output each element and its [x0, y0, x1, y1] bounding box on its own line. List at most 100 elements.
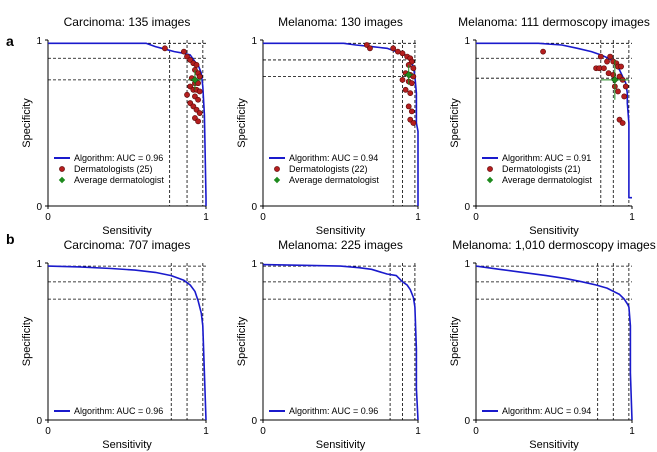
legend-dermatologist-label: Dermatologists (21) — [502, 164, 581, 174]
legend-average-swatch — [273, 176, 281, 184]
x-tick-label: 0 — [260, 426, 266, 437]
chart-title: Carcinoma: 135 images — [64, 15, 191, 29]
legend-average-swatch — [486, 176, 494, 184]
dermatologist-point — [193, 62, 200, 68]
dermatologist-point — [410, 65, 417, 72]
x-tick-label: 1 — [415, 426, 421, 437]
dermatologist-point — [540, 48, 546, 55]
panel-label-a: a — [6, 33, 14, 49]
dermatologist-point — [195, 80, 201, 87]
x-tick-label: 1 — [629, 212, 635, 223]
dermatologist-point — [196, 73, 203, 80]
y-axis-label: Specificity — [21, 316, 33, 366]
y-axis-label: Specificity — [236, 98, 248, 148]
legend-dermatologist-label: Dermatologists (25) — [74, 164, 153, 174]
x-tick-label: 0 — [45, 212, 51, 223]
legend-algorithm-label: Algorithm: AUC = 0.96 — [74, 153, 163, 163]
dermatologist-point — [405, 103, 412, 110]
y-tick-label: 1 — [464, 36, 470, 47]
dermatologist-point — [399, 76, 406, 83]
dermatologist-point — [622, 83, 629, 90]
y-tick-label: 1 — [251, 36, 257, 47]
legend-dermatologist-swatch — [487, 166, 493, 172]
roc-panel: Carcinoma: 707 images 1 00 1 Sensitivity Spec… — [21, 238, 209, 451]
y-tick-label: 0 — [36, 202, 42, 213]
panel-label-b: b — [6, 231, 15, 247]
average-dermatologist-point — [404, 71, 413, 79]
x-axis-label: Sensitivity — [102, 225, 152, 237]
x-axis-label: Sensitivity — [316, 439, 366, 451]
dermatologist-point — [618, 63, 624, 70]
x-axis-label: Sensitivity — [529, 225, 579, 237]
x-tick-label: 0 — [473, 212, 479, 223]
y-axis-label: Specificity — [449, 98, 461, 148]
chart-title: Melanoma: 225 images — [278, 238, 403, 252]
dermatologist-point — [402, 86, 409, 93]
x-tick-label: 1 — [203, 426, 209, 437]
legend-dermatologist-swatch — [59, 166, 65, 172]
y-tick-label: 1 — [464, 259, 470, 270]
algorithm-roc-line — [262, 263, 419, 421]
dermatologist-point — [604, 58, 610, 65]
dermatologist-point — [399, 50, 406, 57]
dermatologist-point — [162, 45, 168, 52]
y-tick-label: 0 — [464, 202, 470, 213]
chart-title: Melanoma: 1,010 dermoscopy images — [452, 238, 655, 252]
y-tick-label: 0 — [36, 416, 42, 427]
algorithm-roc-line — [475, 265, 633, 421]
dermatologist-point — [180, 48, 187, 55]
y-tick-label: 1 — [251, 259, 257, 270]
x-tick-label: 0 — [45, 426, 51, 437]
roc-panel: Melanoma: 130 images 1 00 1 Sensitivity Speci… — [236, 15, 421, 237]
y-tick-label: 0 — [251, 416, 257, 427]
chart-title: Melanoma: 130 images — [278, 15, 403, 29]
legend-dermatologist-label: Dermatologists (22) — [289, 164, 368, 174]
chart-title: Melanoma: 111 dermoscopy images — [458, 15, 650, 29]
y-tick-label: 0 — [251, 202, 257, 213]
roc-panel: Melanoma: 1,010 dermoscopy images 1 00 1 Sen… — [449, 238, 656, 451]
x-axis-label: Sensitivity — [316, 225, 366, 237]
legend-average-label: Average dermatologist — [289, 175, 379, 185]
y-tick-label: 0 — [464, 416, 470, 427]
roc-panel: Carcinoma: 135 images 1 00 1 Sensitivity Spec… — [21, 15, 209, 237]
dermatologist-point — [619, 120, 626, 126]
y-tick-label: 1 — [36, 259, 42, 270]
roc-panel: Melanoma: 225 images 1 00 1 Sensitivity Speci… — [236, 238, 421, 451]
y-axis-label: Specificity — [21, 98, 33, 148]
roc-panel: Melanoma: 111 dermoscopy images 1 00 1 Sensi… — [449, 15, 650, 237]
average-dermatologist-point — [610, 75, 619, 84]
dermatologist-point — [621, 93, 628, 100]
dermatologist-point — [195, 118, 201, 125]
average-dermatologist-point — [191, 75, 199, 84]
dermatologist-point — [195, 96, 201, 103]
x-tick-label: 0 — [473, 426, 479, 437]
dermatologist-point — [196, 88, 203, 95]
dermatologist-point — [184, 91, 190, 98]
x-tick-label: 1 — [629, 426, 635, 437]
x-axis-label: Sensitivity — [102, 439, 152, 451]
dermatologist-point — [408, 108, 415, 115]
legend-algorithm-label: Algorithm: AUC = 0.94 — [289, 153, 378, 163]
dermatologist-point — [615, 88, 621, 95]
legend-algorithm-label: Algorithm: AUC = 0.91 — [502, 153, 591, 163]
algorithm-roc-line — [47, 265, 207, 421]
legend-algorithm-label: Algorithm: AUC = 0.96 — [74, 406, 163, 416]
legend-algorithm-label: Algorithm: AUC = 0.94 — [502, 406, 591, 416]
dermatologist-point — [601, 65, 607, 72]
y-axis-label: Specificity — [236, 316, 248, 366]
x-tick-label: 1 — [415, 212, 421, 223]
dermatologist-point — [390, 45, 397, 52]
x-axis-label: Sensitivity — [529, 439, 579, 451]
x-tick-label: 1 — [203, 212, 209, 223]
dermatologist-point — [607, 53, 614, 60]
dermatologist-point — [408, 80, 415, 87]
chart-title: Carcinoma: 707 images — [64, 238, 191, 252]
dermatologist-point — [410, 120, 417, 126]
legend-algorithm-label: Algorithm: AUC = 0.96 — [289, 406, 378, 416]
dermatologist-point — [196, 110, 203, 116]
y-tick-label: 1 — [36, 36, 42, 47]
legend-average-label: Average dermatologist — [74, 175, 164, 185]
legend-average-swatch — [58, 176, 66, 184]
